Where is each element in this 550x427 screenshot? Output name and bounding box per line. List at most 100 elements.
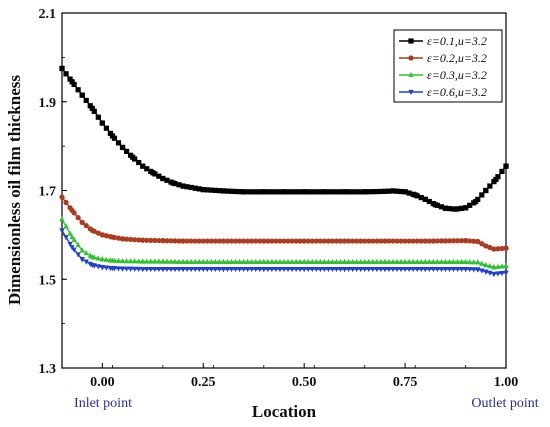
series-marker: [313, 266, 319, 273]
series-marker: [354, 238, 360, 244]
series-marker: [277, 266, 283, 273]
series-marker: [188, 238, 194, 244]
series-marker: [317, 238, 323, 244]
series-marker: [176, 266, 182, 273]
x-tick-label: 0.50: [292, 375, 317, 390]
series-marker: [442, 266, 449, 273]
series-marker: [228, 258, 235, 265]
series-marker: [382, 266, 388, 273]
series-4: [59, 228, 509, 278]
series-marker: [414, 193, 420, 199]
series-marker: [382, 238, 388, 244]
series-marker: [354, 266, 360, 273]
series-marker: [253, 238, 259, 244]
series-marker: [208, 258, 214, 265]
series-marker: [152, 266, 158, 273]
series-marker: [115, 257, 122, 263]
series-marker: [91, 228, 97, 234]
series-marker: [422, 196, 428, 202]
series-marker: [87, 103, 93, 109]
series-marker: [333, 238, 340, 244]
series-marker: [224, 266, 231, 273]
series-marker: [398, 258, 404, 265]
series-marker: [196, 258, 202, 265]
series-marker: [107, 234, 114, 240]
series-marker: [442, 258, 449, 265]
series-marker: [374, 238, 380, 244]
series-marker: [273, 238, 279, 244]
series-marker: [410, 238, 416, 244]
series-marker: [438, 258, 445, 265]
series-marker: [398, 188, 404, 195]
series-marker: [115, 235, 122, 241]
series-marker: [491, 179, 497, 185]
series-marker: [418, 238, 424, 244]
series-marker: [362, 258, 368, 265]
x-tick-label: 0.00: [90, 375, 115, 390]
series-marker: [83, 97, 89, 104]
series-marker: [358, 258, 364, 265]
series-marker: [467, 238, 473, 244]
series-marker: [483, 269, 489, 275]
series-marker: [208, 238, 214, 244]
series-marker: [374, 258, 380, 265]
series-marker: [200, 266, 206, 273]
series-marker: [305, 238, 311, 244]
series-marker: [160, 238, 166, 244]
series-marker: [454, 206, 461, 212]
series-marker: [241, 238, 247, 244]
series-marker: [176, 238, 182, 244]
series-marker: [111, 266, 118, 272]
series-marker: [418, 258, 424, 265]
series-marker: [450, 258, 457, 265]
series-marker: [232, 266, 239, 273]
series-marker: [430, 201, 436, 207]
series-marker: [366, 238, 372, 244]
series-marker: [123, 148, 130, 154]
series-marker: [487, 244, 493, 251]
series-marker: [426, 258, 432, 265]
y-tick-label: 1.7: [39, 185, 57, 200]
series-marker: [378, 266, 384, 273]
series-marker: [123, 266, 130, 272]
series-marker: [245, 238, 251, 244]
legend-entry: ε=0.1,u=3.2: [399, 34, 487, 48]
series-marker: [374, 266, 380, 273]
series-marker: [91, 254, 97, 260]
series-marker: [434, 202, 440, 209]
series-marker: [358, 238, 364, 244]
series-marker: [341, 258, 348, 265]
series-marker: [103, 265, 109, 271]
data-point: [69, 233, 75, 240]
series-marker: [224, 238, 231, 244]
series-marker: [216, 266, 223, 273]
series-marker: [164, 238, 170, 244]
series-marker: [370, 238, 376, 244]
series-marker: [192, 185, 198, 191]
series-marker: [406, 266, 412, 273]
series-marker: [168, 179, 174, 185]
series-marker: [63, 71, 69, 77]
series-marker: [71, 81, 77, 88]
series-marker: [128, 266, 134, 272]
series-marker: [434, 238, 440, 244]
series-marker: [329, 238, 336, 244]
series-marker: [426, 198, 432, 205]
series-marker: [132, 156, 138, 162]
series-marker: [237, 258, 243, 265]
series-marker: [257, 266, 263, 273]
series-marker: [309, 266, 315, 273]
series-marker: [273, 266, 279, 273]
series-marker: [265, 238, 271, 244]
series-marker: [212, 187, 218, 194]
series-marker: [224, 188, 231, 194]
series-marker: [337, 189, 344, 195]
series-marker: [354, 258, 360, 265]
series-marker: [487, 270, 493, 276]
series-marker: [192, 258, 198, 265]
series-marker: [394, 266, 400, 273]
series-marker: [184, 258, 190, 265]
series-marker: [325, 189, 331, 195]
series-marker: [479, 260, 485, 266]
series-marker: [293, 238, 299, 244]
